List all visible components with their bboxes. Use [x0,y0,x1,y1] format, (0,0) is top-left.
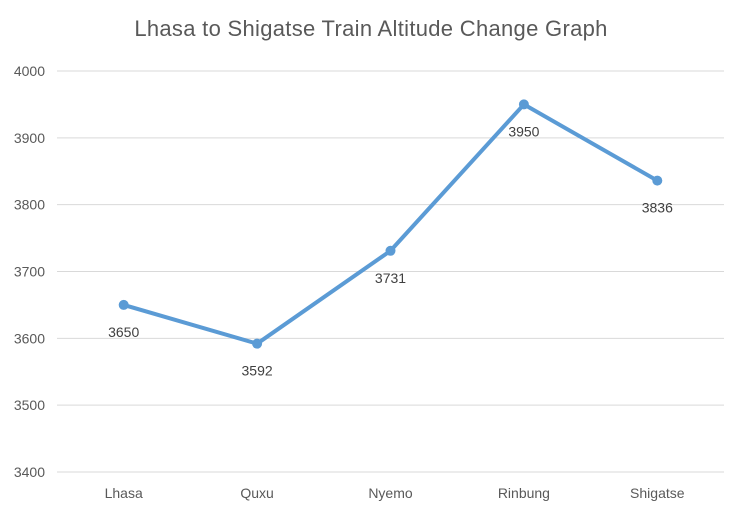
y-tick-label: 3600 [14,330,45,346]
x-tick-label: Nyemo [368,485,413,501]
chart-title: Lhasa to Shigatse Train Altitude Change … [134,16,608,41]
y-tick-label: 3400 [14,464,45,480]
y-tick-label: 3900 [14,130,45,146]
x-tick-label: Quxu [240,485,273,501]
data-point-lhasa [118,299,129,310]
y-tick-label: 3700 [14,264,45,280]
data-label-shigatse: 3836 [642,200,673,216]
data-point-quxu [252,338,263,349]
x-tick-label: Lhasa [105,485,143,501]
series-line [121,102,660,346]
data-label-nyemo: 3731 [375,270,406,286]
x-tick-label: Rinbung [498,485,550,501]
data-point-nyemo [385,245,396,256]
data-point-shigatse [652,175,663,186]
y-tick-label: 4000 [14,63,45,79]
y-tick-label: 3800 [14,197,45,213]
data-point-rinbung [518,99,529,110]
x-tick-label: Shigatse [630,485,685,501]
data-label-quxu: 3592 [242,363,273,379]
y-tick-label: 3500 [14,397,45,413]
data-label-rinbung: 3950 [508,123,539,139]
data-label-lhasa: 3650 [108,324,139,340]
